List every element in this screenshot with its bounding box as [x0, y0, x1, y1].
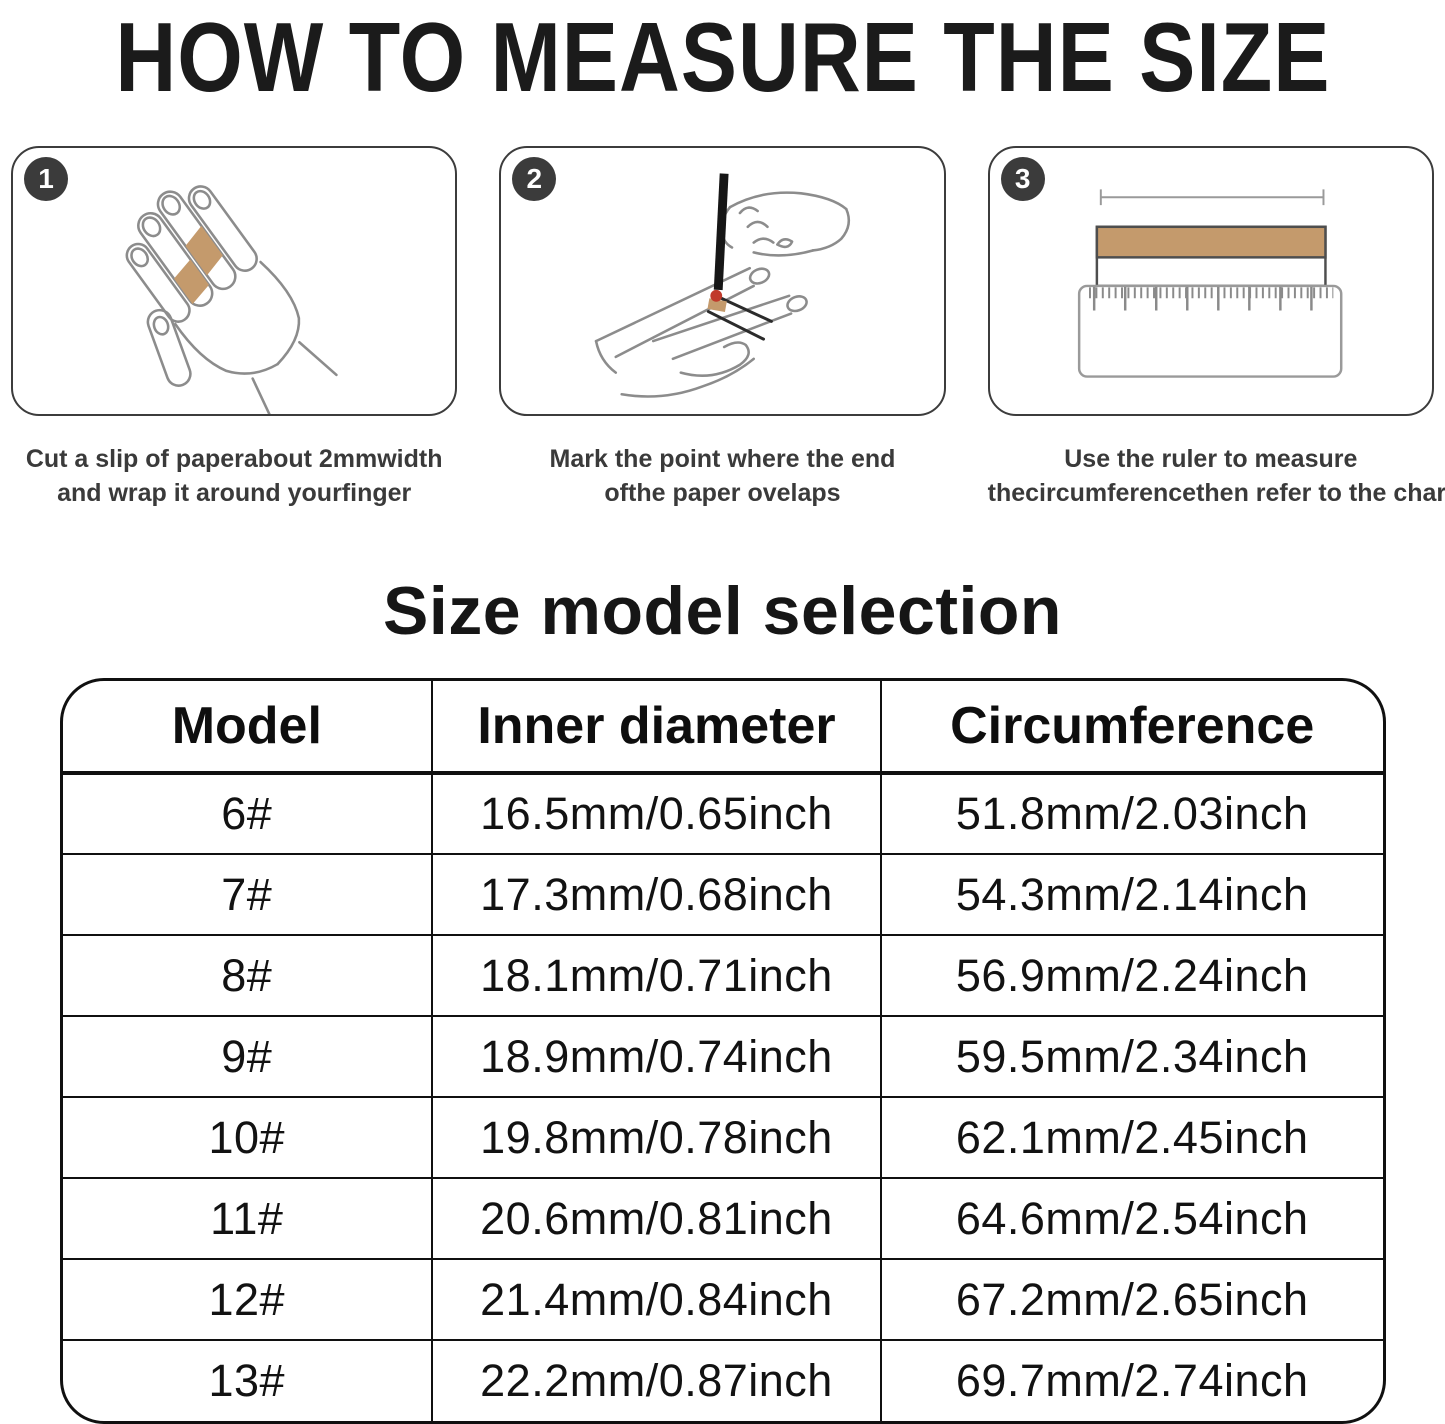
caption-line: Use the ruler to measure — [1064, 445, 1358, 473]
circumference-cell: 56.9mm/2.24inch — [879, 934, 1383, 1017]
table-row: 8# 18.1mm/0.71inch 56.9mm/2.24inch — [62, 934, 1383, 1017]
table-row: 6# 16.5mm/0.65inch 51.8mm/2.03inch — [62, 772, 1383, 855]
circumference-cell: 67.2mm/2.65inch — [879, 1258, 1383, 1341]
column-header-model: Model — [62, 681, 434, 775]
caption-line: and wrap it around yourfinger — [57, 479, 412, 507]
caption-line: Cut a slip of paperabout 2mmwidth — [25, 445, 443, 473]
step-2-caption: Mark the point where the end ofthe paper… — [499, 442, 945, 510]
model-cell: 6# — [62, 772, 434, 855]
step-1-box: 1 — [11, 146, 458, 416]
step-3-box: 3 — [987, 146, 1434, 416]
step-2: 2 — [499, 146, 946, 510]
hand-paper-wrap-icon — [125, 185, 338, 414]
table-row: 7# 17.3mm/0.68inch 54.3mm/2.14inch — [62, 853, 1383, 936]
step-3: 3 Use the ruler to measure thecircumfere… — [987, 146, 1445, 510]
model-cell: 8# — [62, 934, 434, 1017]
inner-diameter-cell: 20.6mm/0.81inch — [431, 1177, 882, 1260]
inner-diameter-cell: 21.4mm/0.84inch — [431, 1258, 882, 1341]
model-cell: 9# — [62, 1015, 434, 1098]
caption-line: Mark the point where the end — [549, 445, 896, 473]
pen-marking-finger-icon — [595, 173, 851, 398]
table-row: 10# 19.8mm/0.78inch 62.1mm/2.45inch — [62, 1096, 1383, 1179]
step-3-caption: Use the ruler to measure thecircumferenc… — [987, 442, 1445, 510]
inner-diameter-cell: 18.9mm/0.74inch — [431, 1015, 882, 1098]
step-1-caption: Cut a slip of paperabout 2mmwidth and wr… — [11, 442, 457, 510]
size-table-grid: Model Inner diameter Circumference 6# 16… — [62, 681, 1383, 1421]
table-row: 11# 20.6mm/0.81inch 64.6mm/2.54inch — [62, 1177, 1383, 1260]
step-2-box: 2 — [499, 146, 946, 416]
model-cell: 7# — [62, 853, 434, 936]
circumference-cell: 69.7mm/2.74inch — [879, 1339, 1383, 1421]
column-header-circumference: Circumference — [879, 681, 1383, 775]
table-row: 12# 21.4mm/0.84inch 67.2mm/2.65inch — [62, 1258, 1383, 1341]
inner-diameter-cell: 18.1mm/0.71inch — [431, 934, 882, 1017]
step-number: 3 — [1014, 163, 1031, 194]
inner-diameter-cell: 22.2mm/0.87inch — [431, 1339, 882, 1421]
page-title: HOW TO MEASURE THE SIZE — [0, 0, 1445, 112]
steps-row: 1 — [0, 146, 1445, 510]
table-row: 13# 22.2mm/0.87inch 69.7mm/2.74inch — [62, 1339, 1383, 1421]
inner-diameter-cell: 16.5mm/0.65inch — [431, 772, 882, 855]
step-number: 2 — [526, 163, 543, 194]
step-1-number-badge: 1 — [24, 157, 68, 201]
circumference-cell: 54.3mm/2.14inch — [879, 853, 1383, 936]
table-heading: Size model selection — [383, 573, 1062, 649]
ruler-measure-icon — [1077, 189, 1343, 378]
table-header-row: Model Inner diameter Circumference — [62, 681, 1383, 775]
circumference-cell: 64.6mm/2.54inch — [879, 1177, 1383, 1260]
model-cell: 12# — [62, 1258, 434, 1341]
caption-line: thecircumferencethen refer to the chart — [987, 479, 1445, 507]
model-cell: 13# — [62, 1339, 434, 1421]
step-number: 1 — [38, 163, 54, 194]
circumference-cell: 51.8mm/2.03inch — [879, 772, 1383, 855]
page-title-text: HOW TO MEASURE THE SIZE — [114, 3, 1331, 113]
model-cell: 10# — [62, 1096, 434, 1179]
inner-diameter-cell: 19.8mm/0.78inch — [431, 1096, 882, 1179]
circumference-cell: 62.1mm/2.45inch — [879, 1096, 1383, 1179]
step-2-number-badge: 2 — [512, 157, 557, 201]
caption-line: ofthe paper ovelaps — [604, 479, 841, 507]
size-table: Model Inner diameter Circumference 6# 16… — [59, 678, 1386, 1424]
table-row: 9# 18.9mm/0.74inch 59.5mm/2.34inch — [62, 1015, 1383, 1098]
model-cell: 11# — [62, 1177, 434, 1260]
step-3-number-badge: 3 — [1000, 157, 1045, 201]
circumference-cell: 59.5mm/2.34inch — [879, 1015, 1383, 1098]
inner-diameter-cell: 17.3mm/0.68inch — [431, 853, 882, 936]
column-header-inner-diameter: Inner diameter — [431, 681, 882, 775]
step-1: 1 — [11, 146, 458, 510]
